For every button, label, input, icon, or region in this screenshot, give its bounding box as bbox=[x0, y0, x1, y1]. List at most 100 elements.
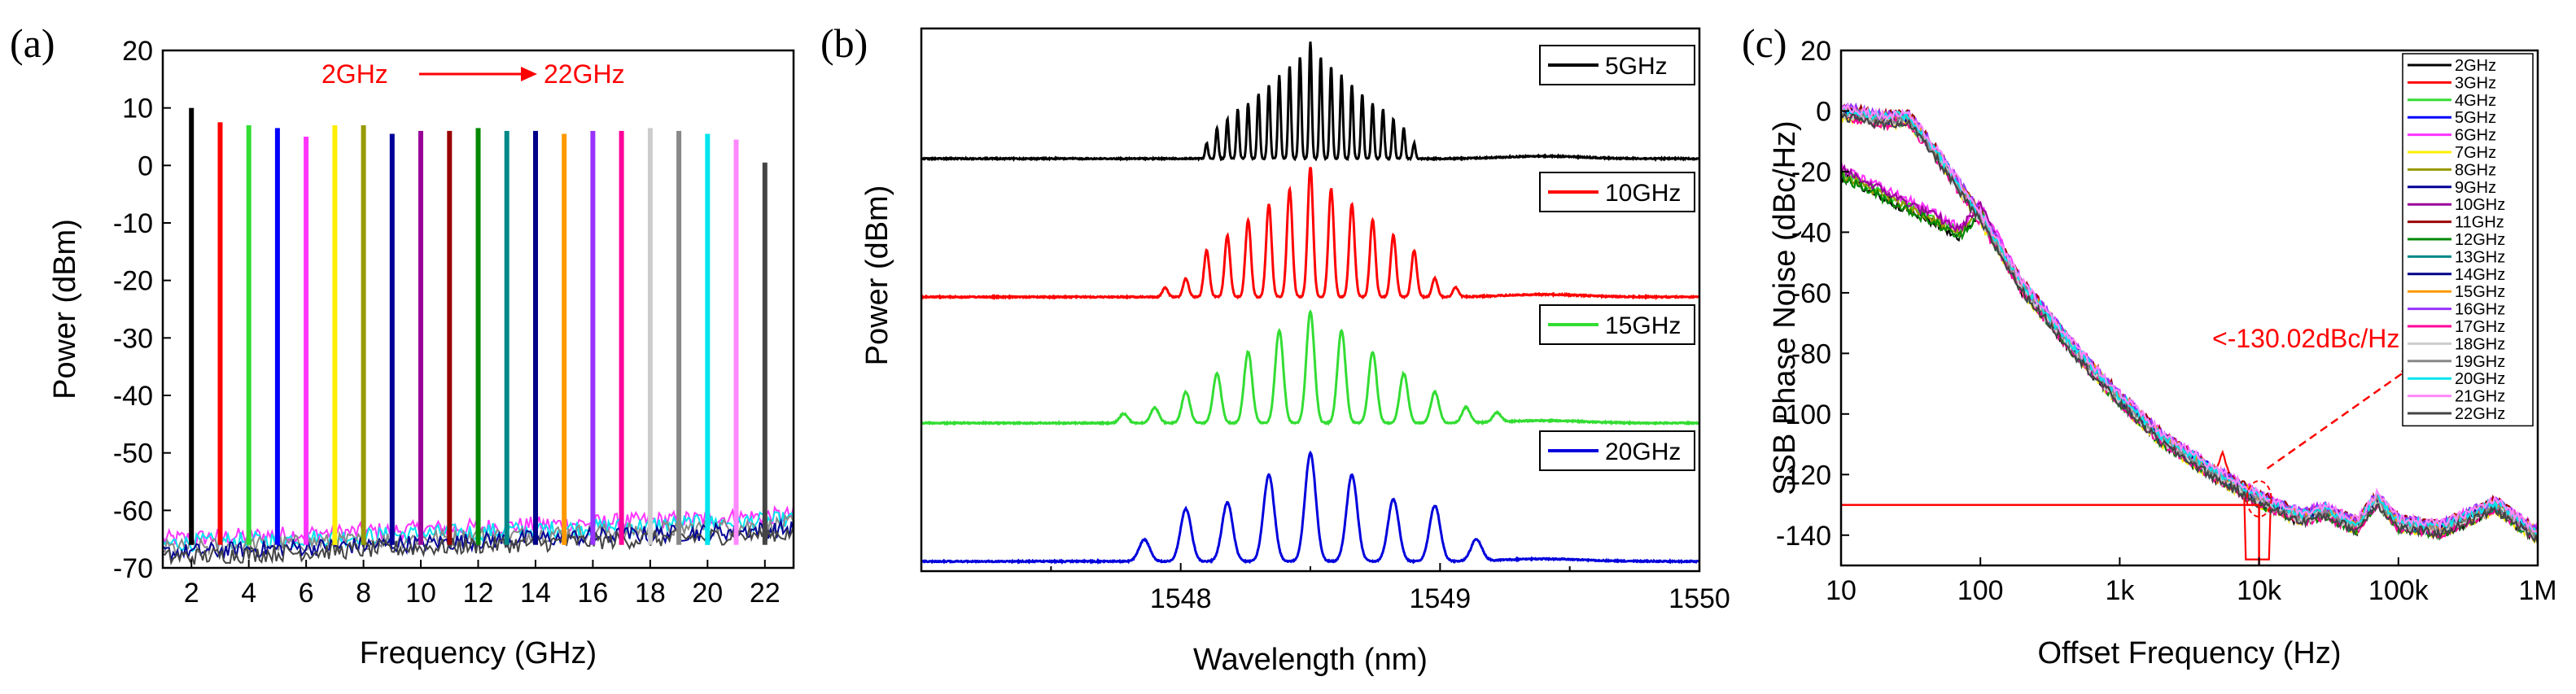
x-tick-label: 18 bbox=[635, 578, 666, 609]
legend-label-15GHz: 15GHz bbox=[2455, 283, 2505, 301]
y-tick-label: -60 bbox=[113, 495, 153, 526]
legend-label-15GHz: 15GHz bbox=[1605, 312, 1681, 339]
legend-label-8GHz: 8GHz bbox=[2455, 161, 2496, 179]
y-tick-label: 0 bbox=[138, 151, 153, 181]
legend-label-7GHz: 7GHz bbox=[2455, 144, 2496, 162]
panel-c: (c) <-130.02dBc/Hz 20 0 -20 -40 -60 -80 -100 -12… bbox=[1742, 20, 2557, 670]
y-tick-label: 20 bbox=[1800, 36, 1831, 67]
peak-8GHz bbox=[361, 124, 366, 545]
x-tick-label: 20 bbox=[692, 578, 723, 609]
x-tick-label: 1k bbox=[2105, 575, 2135, 606]
x-tick-label: 6 bbox=[299, 578, 314, 609]
peak-9GHz bbox=[389, 133, 395, 545]
panel-a-letter: (a) bbox=[10, 20, 55, 66]
x-axis-title: Frequency (GHz) bbox=[360, 636, 597, 670]
y-tick-label: 0 bbox=[1816, 96, 1831, 127]
y-axis-title: SSB Phase Noise (dBc/Hz) bbox=[1768, 120, 1802, 495]
panel-b: (b) 1548 1549 1550 Wavelength (nm) Power (dB… bbox=[820, 20, 1730, 677]
x-axis-title: Offset Frequency (Hz) bbox=[2037, 636, 2341, 670]
y-tick-label: -60 bbox=[1791, 278, 1831, 309]
legend-label-10GHz: 10GHz bbox=[1605, 180, 1681, 207]
x-tick-label: 16 bbox=[577, 578, 608, 609]
x-tick-label: 10 bbox=[405, 578, 436, 609]
y-axis-title: Power (dBm) bbox=[48, 219, 82, 399]
annotation-label: <-130.02dBc/Hz bbox=[2212, 324, 2399, 353]
peak-13GHz bbox=[504, 130, 510, 545]
peak-18GHz bbox=[647, 128, 653, 545]
panel-b-frame bbox=[920, 27, 1701, 573]
peak-2GHz bbox=[189, 107, 195, 545]
peak-7GHz bbox=[332, 124, 338, 545]
legend-label-6GHz: 6GHz bbox=[2455, 127, 2496, 145]
x-tick-label: 100k bbox=[2368, 575, 2429, 606]
x-tick-label: 1548 bbox=[1150, 583, 1212, 614]
x-tick-label: 1M bbox=[2518, 575, 2556, 606]
annotation-end: 22GHz bbox=[544, 59, 625, 89]
panel-c-letter: (c) bbox=[1742, 20, 1787, 66]
legend-label-3GHz: 3GHz bbox=[2455, 74, 2496, 92]
legend-label-5GHz: 5GHz bbox=[1605, 53, 1668, 80]
legend-label-20GHz: 20GHz bbox=[1605, 439, 1681, 465]
x-tick-label: 12 bbox=[463, 578, 494, 609]
y-tick-label: -10 bbox=[113, 208, 153, 239]
legend-label-9GHz: 9GHz bbox=[2455, 179, 2496, 197]
peak-15GHz bbox=[562, 133, 567, 545]
y-axis-title: Power (dBm) bbox=[860, 186, 894, 366]
panel-b-letter: (b) bbox=[820, 20, 868, 66]
panel-a: (a) 20 10 0 -10 -20 -30 -40 -50 -60 -70 2 4 6 8 10 12 14… bbox=[10, 20, 795, 670]
peak-19GHz bbox=[676, 130, 682, 545]
peak-11GHz bbox=[447, 130, 453, 545]
peak-20GHz bbox=[705, 133, 711, 545]
legend-label-20GHz: 20GHz bbox=[2455, 370, 2505, 388]
peak-5GHz bbox=[274, 128, 280, 545]
x-tick-label: 14 bbox=[520, 578, 551, 609]
peak-14GHz bbox=[533, 130, 538, 545]
legend-label-12GHz: 12GHz bbox=[2455, 231, 2505, 249]
y-tick-label: -120 bbox=[1776, 460, 1831, 491]
x-tick-label: 8 bbox=[356, 578, 371, 609]
x-tick-label: 10 bbox=[1826, 575, 1857, 606]
y-tick-label: -20 bbox=[1791, 157, 1831, 188]
annotation-start: 2GHz bbox=[321, 59, 388, 89]
legend-label-14GHz: 14GHz bbox=[2455, 266, 2505, 284]
legend-label-17GHz: 17GHz bbox=[2455, 318, 2505, 336]
legend-label-16GHz: 16GHz bbox=[2455, 301, 2505, 319]
x-tick-label: 4 bbox=[241, 578, 256, 609]
y-tick-label: -20 bbox=[113, 266, 153, 297]
legend-label-19GHz: 19GHz bbox=[2455, 353, 2505, 371]
panel-c-frame bbox=[1839, 49, 2539, 567]
annotation-ellipse bbox=[2246, 480, 2272, 518]
legend-label-18GHz: 18GHz bbox=[2455, 335, 2505, 353]
peak-21GHz bbox=[733, 139, 739, 545]
spectrum-15GHz bbox=[921, 309, 1700, 426]
peak-12GHz bbox=[475, 128, 481, 545]
peak-6GHz bbox=[304, 137, 309, 545]
legend-label-4GHz: 4GHz bbox=[2455, 92, 2496, 110]
x-tick-label: 2 bbox=[184, 578, 199, 609]
y-tick-label: -30 bbox=[113, 323, 153, 354]
legend-label-2GHz: 2GHz bbox=[2455, 57, 2496, 75]
peak-3GHz bbox=[217, 122, 223, 545]
y-tick-label: -40 bbox=[113, 381, 153, 412]
x-tick-label: 1550 bbox=[1668, 583, 1730, 614]
y-tick-label: 20 bbox=[122, 36, 153, 67]
phase-noise-trace-22GHz bbox=[1840, 112, 2539, 545]
y-tick-label: 10 bbox=[122, 94, 153, 124]
peak-16GHz bbox=[590, 130, 596, 545]
legend-label-22GHz: 22GHz bbox=[2455, 405, 2505, 423]
y-tick-label: -140 bbox=[1776, 521, 1831, 552]
legend-label-21GHz: 21GHz bbox=[2455, 388, 2505, 406]
y-tick-label: -100 bbox=[1776, 399, 1831, 430]
x-axis-title: Wavelength (nm) bbox=[1193, 643, 1428, 677]
x-tick-label: 100 bbox=[1957, 575, 2004, 606]
legend-label-11GHz: 11GHz bbox=[2455, 214, 2504, 232]
legend-label-5GHz: 5GHz bbox=[2455, 109, 2496, 127]
x-tick-label: 10k bbox=[2237, 575, 2282, 606]
y-tick-label: -80 bbox=[1791, 338, 1831, 369]
x-tick-label: 22 bbox=[750, 578, 781, 609]
peak-17GHz bbox=[619, 130, 624, 545]
peak-10GHz bbox=[418, 130, 423, 545]
peak-4GHz bbox=[246, 124, 251, 545]
annotation-arrow-head bbox=[521, 67, 537, 81]
